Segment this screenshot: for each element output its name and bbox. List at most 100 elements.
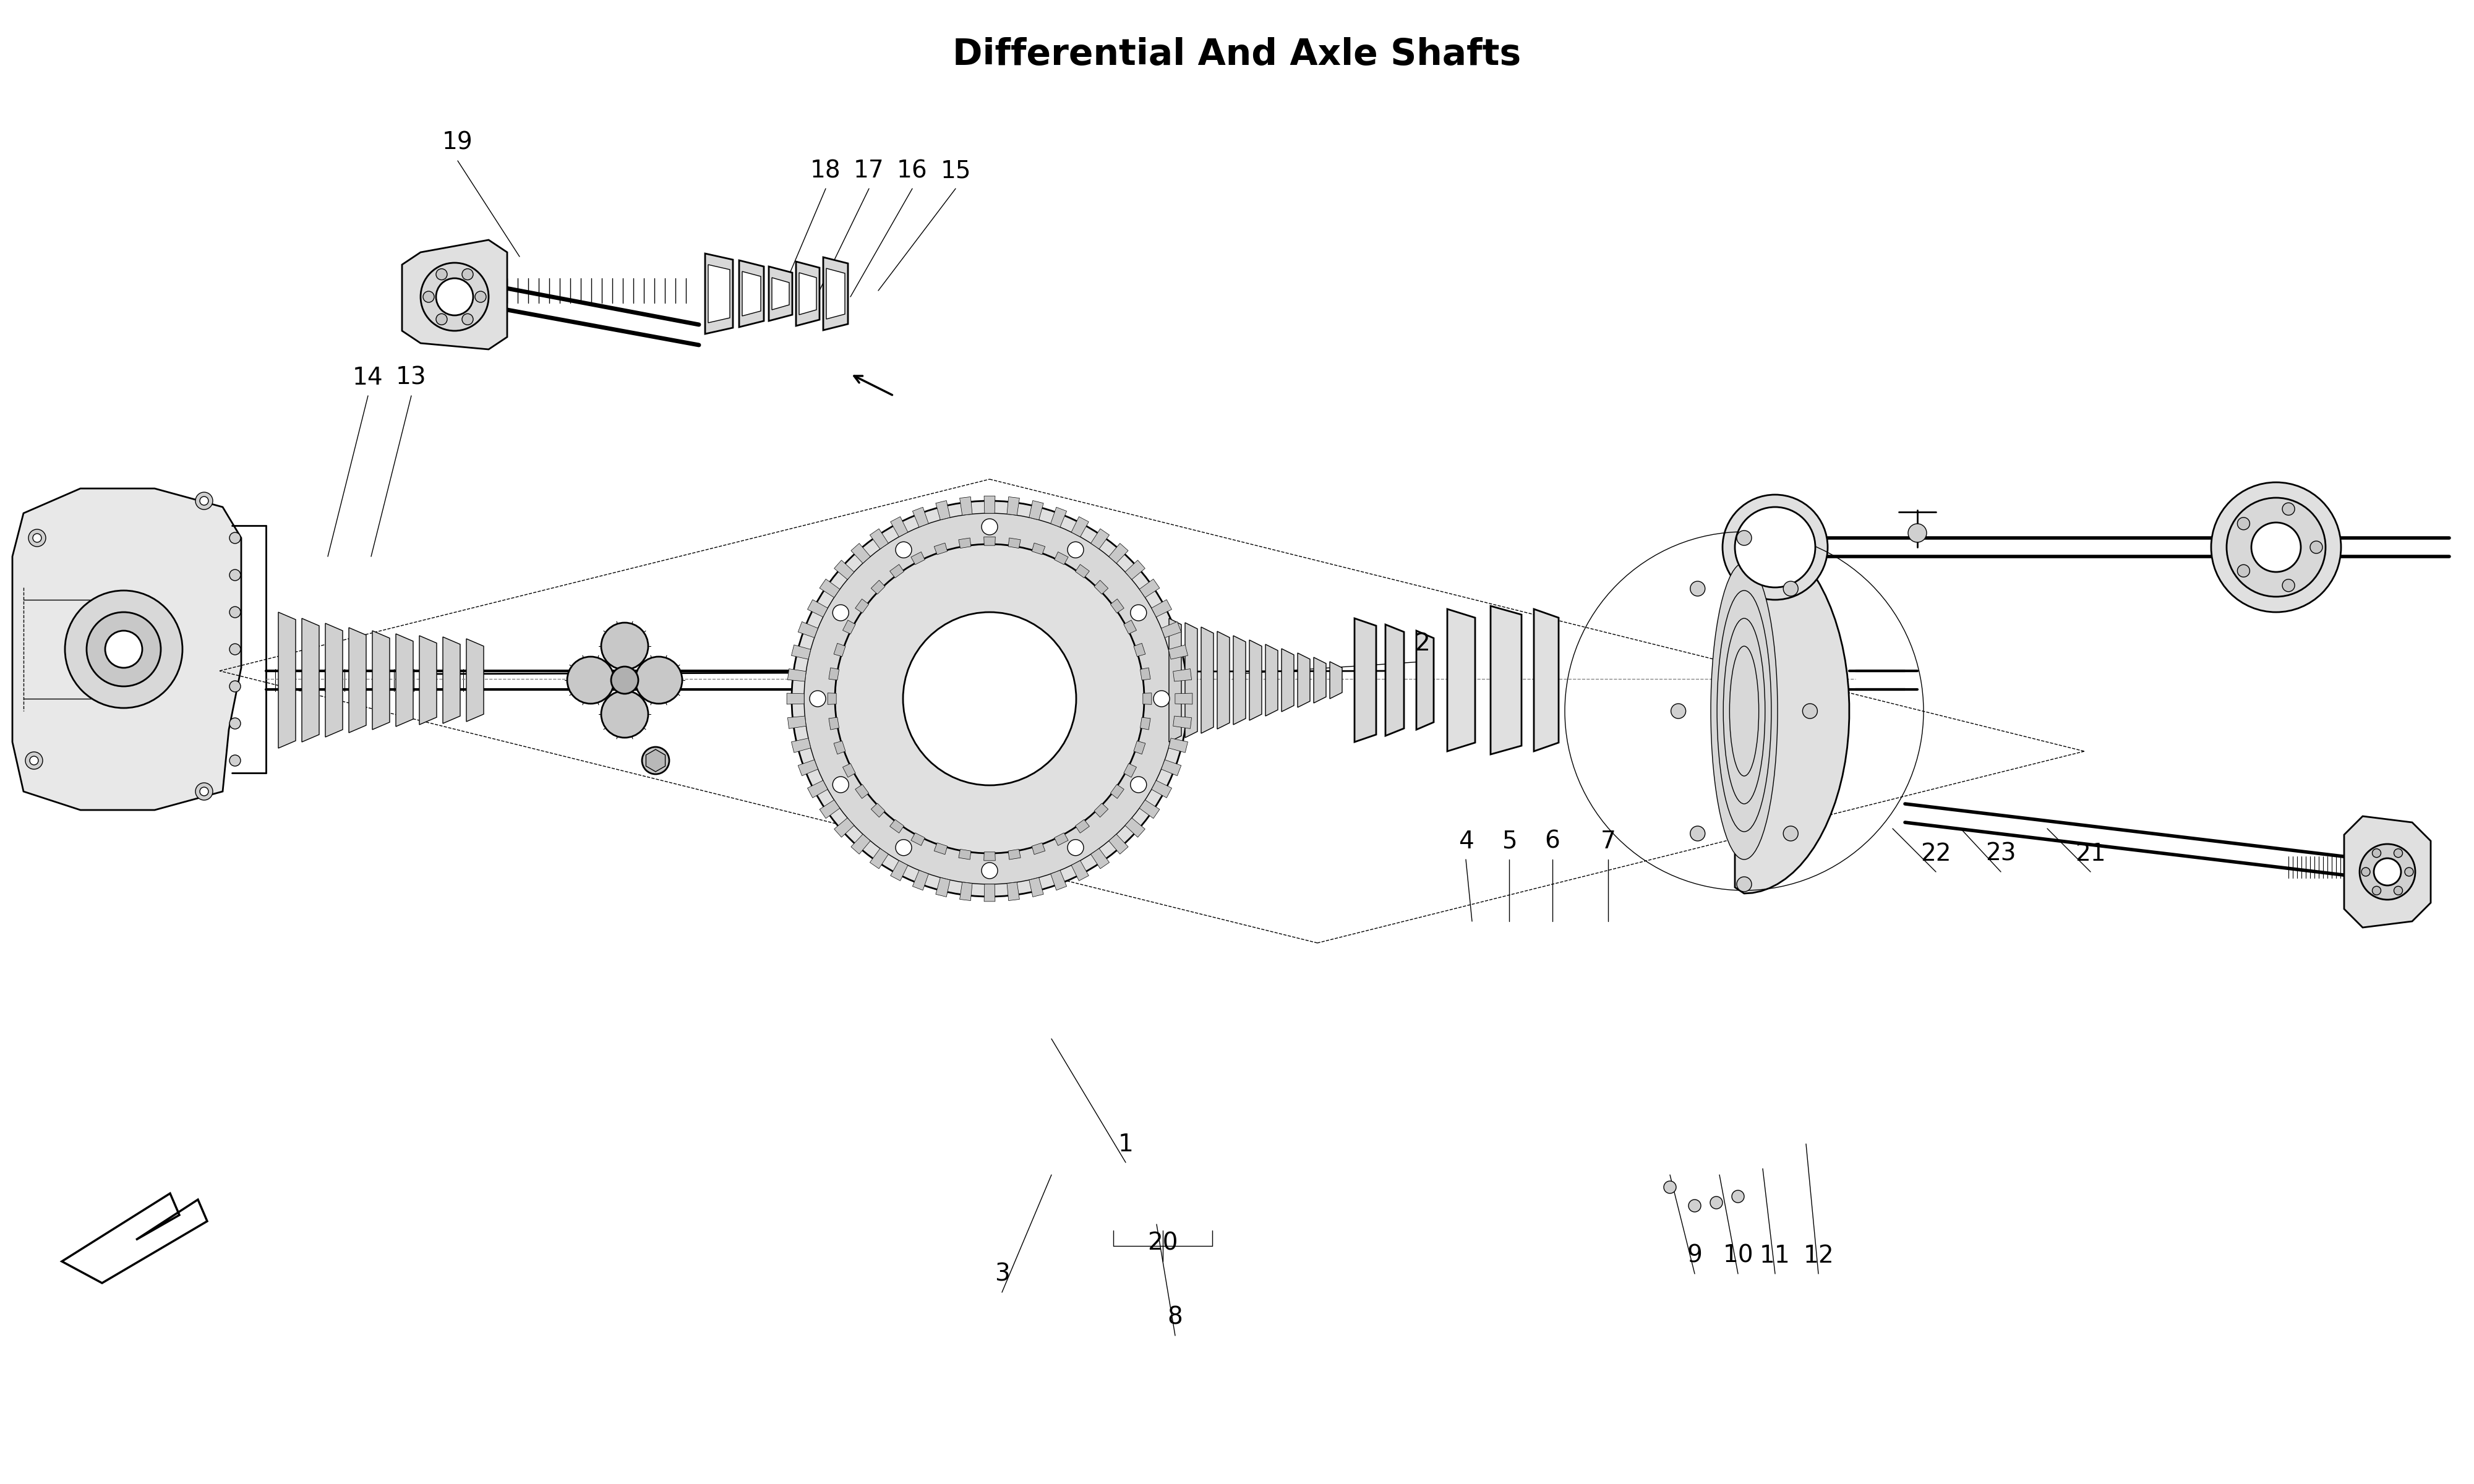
Polygon shape	[1173, 669, 1192, 681]
Circle shape	[1710, 1196, 1722, 1209]
Circle shape	[30, 757, 40, 764]
Polygon shape	[1094, 580, 1108, 594]
Circle shape	[435, 279, 473, 315]
Ellipse shape	[1712, 562, 1776, 859]
Polygon shape	[1076, 819, 1089, 833]
Circle shape	[435, 313, 448, 325]
Circle shape	[1670, 703, 1685, 718]
Polygon shape	[985, 537, 995, 546]
Text: 14: 14	[354, 367, 383, 389]
Polygon shape	[1175, 693, 1192, 705]
Polygon shape	[1232, 635, 1247, 724]
Polygon shape	[12, 488, 242, 810]
Circle shape	[1907, 524, 1927, 542]
Polygon shape	[1217, 631, 1230, 729]
Circle shape	[1784, 582, 1799, 597]
Circle shape	[230, 718, 240, 729]
Polygon shape	[1331, 662, 1341, 699]
Circle shape	[1804, 703, 1818, 718]
Polygon shape	[910, 833, 925, 846]
Circle shape	[1690, 582, 1705, 597]
Text: 21: 21	[2076, 841, 2105, 865]
Polygon shape	[1185, 623, 1197, 738]
Text: 8: 8	[1168, 1306, 1183, 1330]
Polygon shape	[834, 643, 846, 656]
Circle shape	[792, 500, 1188, 896]
Polygon shape	[856, 600, 868, 613]
Circle shape	[2236, 518, 2249, 530]
Text: 23: 23	[1987, 841, 2016, 865]
Polygon shape	[302, 619, 319, 742]
Polygon shape	[1356, 619, 1376, 742]
Polygon shape	[985, 496, 995, 513]
Polygon shape	[957, 849, 970, 859]
Text: 5: 5	[1502, 830, 1517, 853]
Circle shape	[1734, 508, 1816, 588]
Polygon shape	[1091, 528, 1108, 549]
Polygon shape	[1168, 738, 1188, 752]
Polygon shape	[1385, 625, 1405, 736]
Circle shape	[2236, 565, 2249, 577]
Polygon shape	[1054, 833, 1069, 846]
Polygon shape	[1054, 552, 1069, 564]
Circle shape	[834, 605, 849, 620]
Text: 19: 19	[443, 131, 473, 154]
Polygon shape	[1032, 543, 1044, 555]
Polygon shape	[371, 631, 391, 730]
Text: 6: 6	[1544, 830, 1561, 853]
Circle shape	[200, 787, 208, 795]
Polygon shape	[960, 881, 972, 901]
Polygon shape	[851, 543, 871, 564]
Circle shape	[230, 644, 240, 654]
Polygon shape	[826, 269, 846, 319]
Circle shape	[2395, 886, 2402, 895]
Polygon shape	[1111, 600, 1123, 613]
Circle shape	[463, 313, 473, 325]
Polygon shape	[742, 272, 762, 316]
Ellipse shape	[1729, 646, 1759, 776]
Circle shape	[567, 656, 614, 703]
Circle shape	[2360, 868, 2370, 876]
Polygon shape	[1108, 543, 1128, 564]
Text: 18: 18	[811, 159, 841, 183]
Circle shape	[421, 263, 490, 331]
Circle shape	[423, 291, 435, 303]
Text: 22: 22	[1920, 841, 1952, 865]
Polygon shape	[1734, 528, 1848, 893]
Circle shape	[2227, 497, 2326, 597]
Circle shape	[1737, 530, 1752, 545]
Circle shape	[1131, 776, 1145, 792]
Circle shape	[2212, 482, 2340, 611]
Circle shape	[32, 534, 42, 542]
Circle shape	[1663, 1181, 1677, 1193]
Circle shape	[87, 611, 161, 686]
Polygon shape	[1173, 717, 1192, 729]
Polygon shape	[1447, 608, 1475, 751]
Text: 10: 10	[1722, 1244, 1754, 1267]
Text: 11: 11	[1759, 1244, 1791, 1267]
Polygon shape	[349, 628, 366, 733]
Circle shape	[230, 607, 240, 617]
Circle shape	[463, 269, 473, 280]
Text: 13: 13	[396, 367, 426, 389]
Polygon shape	[891, 564, 903, 577]
Polygon shape	[1009, 537, 1022, 548]
Polygon shape	[1150, 600, 1173, 617]
Polygon shape	[792, 738, 811, 752]
Polygon shape	[1314, 657, 1326, 703]
Polygon shape	[740, 260, 764, 326]
Polygon shape	[829, 717, 839, 730]
Text: 17: 17	[854, 159, 883, 183]
Polygon shape	[935, 843, 948, 855]
Polygon shape	[856, 785, 868, 798]
Polygon shape	[1168, 646, 1188, 659]
Polygon shape	[277, 611, 297, 748]
Circle shape	[804, 513, 1175, 884]
Polygon shape	[705, 254, 732, 334]
Circle shape	[1153, 690, 1170, 706]
Circle shape	[2311, 542, 2323, 554]
Polygon shape	[327, 623, 341, 738]
Polygon shape	[1160, 622, 1180, 638]
Polygon shape	[1150, 781, 1173, 798]
Polygon shape	[935, 543, 948, 555]
